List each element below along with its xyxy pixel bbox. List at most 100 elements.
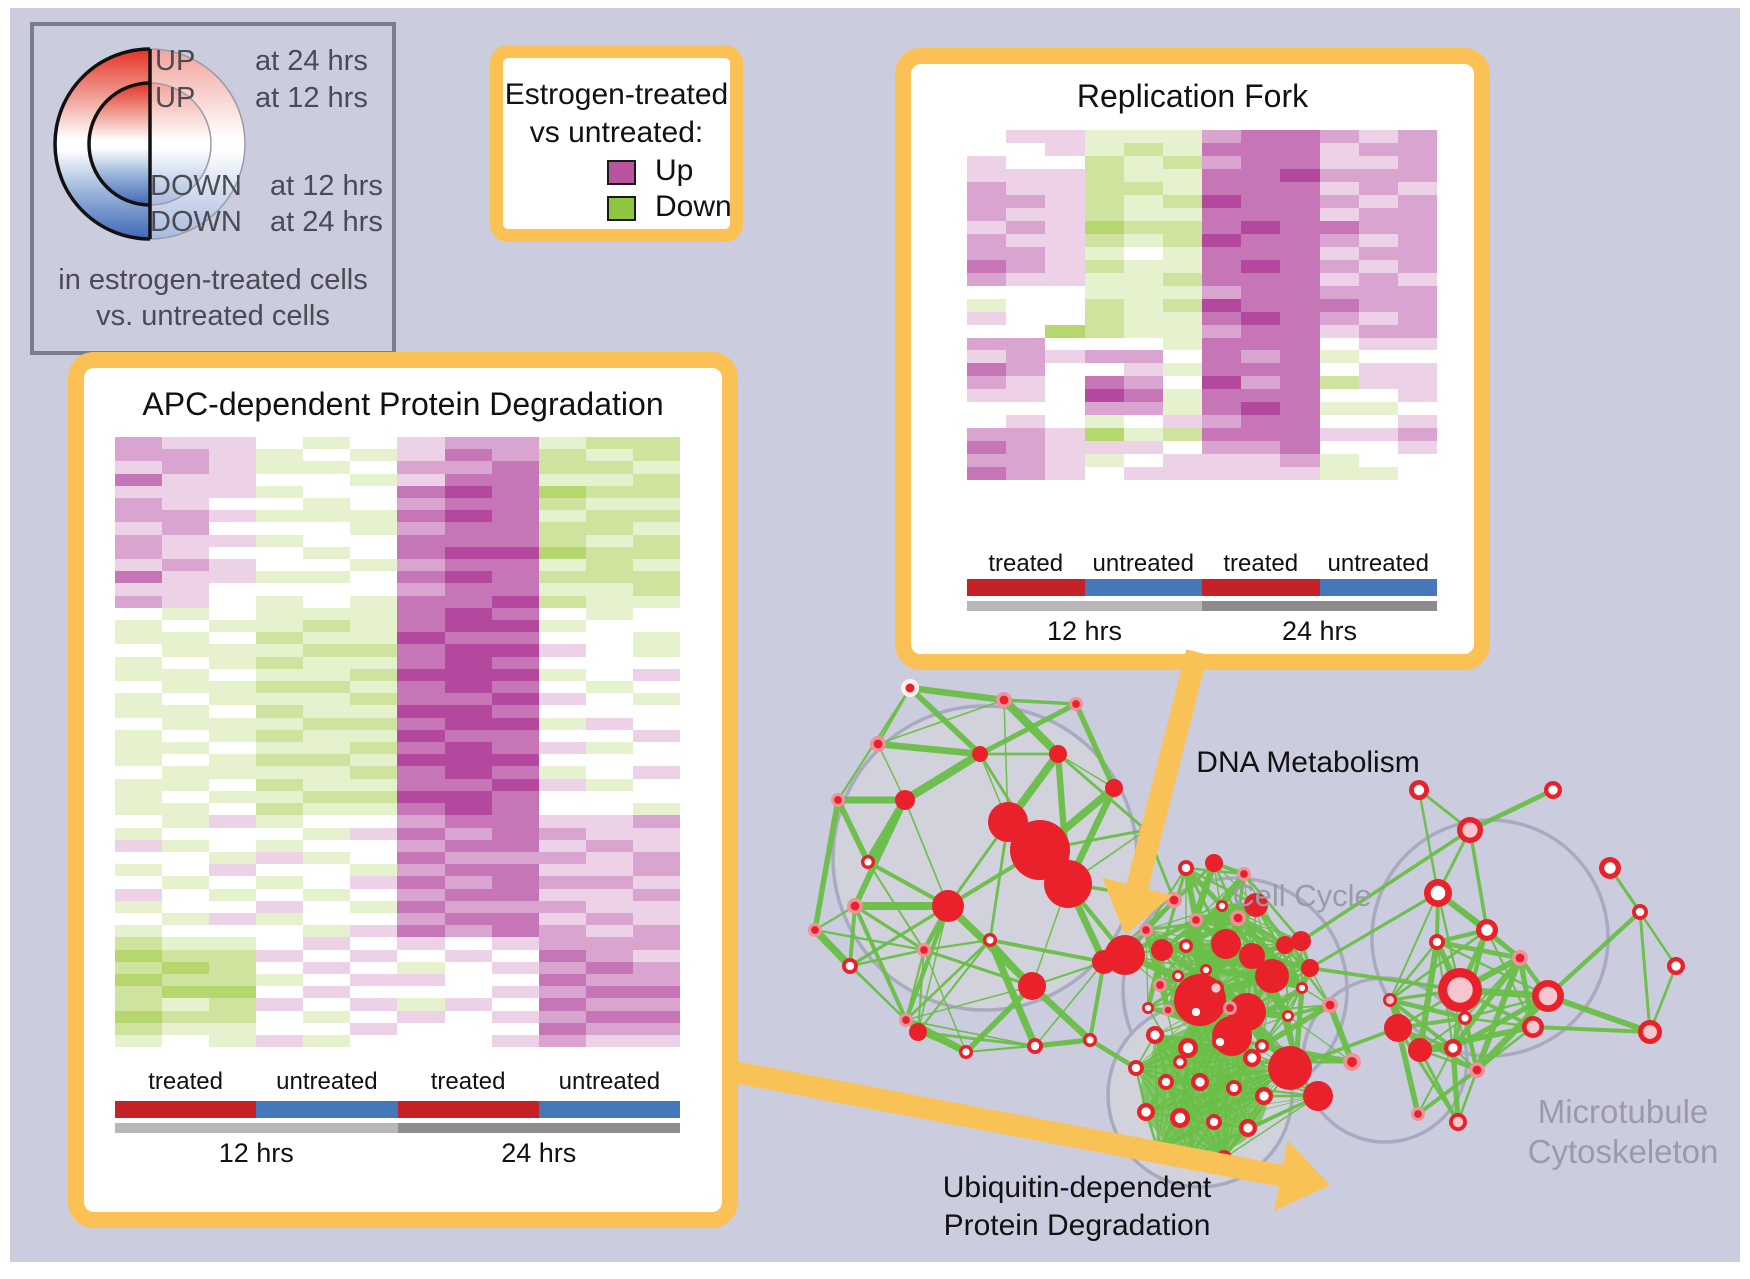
heatmap-row [115,559,680,572]
heatmap-row [115,851,680,865]
bar-24hrs [1202,601,1437,611]
group-label-treated: treated [148,1068,223,1095]
down-word: DOWN [150,170,242,202]
heatmap-row [967,376,1438,390]
heatmap-row [967,142,1438,156]
label-24hrs: 24 hrs [501,1138,577,1168]
untreated-bar [1084,579,1202,596]
heatmap-row [115,900,680,913]
bar-12hrs [115,1123,398,1133]
heatmap-row [967,272,1438,286]
rf-condition-color-bar [967,579,1437,596]
group-label-treated: treated [430,1068,506,1095]
time-12: at 12 hrs [270,170,383,202]
heatmap-row [115,485,680,499]
heatmap-row [115,1034,680,1048]
group-label-treated: treated [988,550,1064,577]
heatmap-row [115,839,680,852]
heatmap-row [115,473,680,486]
heatmap-row [115,461,680,474]
heatmap-row [115,717,680,730]
replication-fork-title: Replication Fork [1076,78,1309,114]
replication-fork-heatmap [967,130,1438,481]
time-24: at 24 hrs [270,206,383,238]
treated-bar [397,1101,539,1118]
heatmap-row [115,790,680,804]
heatmap-row [115,998,680,1011]
heatmap-row [967,441,1438,455]
heatmap-row [967,311,1438,325]
heatmap-row [967,233,1438,247]
apc-degradation-panel: APC-dependent Protein Degradation treate… [68,352,738,1228]
group-label-untreated: untreated [558,1068,661,1095]
rf-time-color-bar [967,601,1437,611]
time-24: at 24 hrs [255,45,368,77]
up-color-swatch [607,160,636,185]
heatmap-row [115,729,680,743]
bar-12hrs [967,601,1202,611]
time-12: at 12 hrs [255,82,368,114]
heatmap-row [115,571,680,584]
dna-metabolism-label: DNA Metabolism [1196,746,1420,779]
heatmap-row [115,986,680,999]
heatmap-row [115,1010,680,1023]
untreated-bar [538,1101,680,1118]
heatmap-row [967,207,1438,221]
heatmap-row [115,803,680,816]
group-label-untreated: untreated [1327,550,1429,577]
heatmap-row [115,681,680,694]
heatmap-row [115,876,680,889]
rf-time-labels: 12 hrs 24 hrs [967,616,1437,647]
apc-heatmap [115,437,680,1048]
legend-caption-1: in estrogen-treated cells [58,264,368,296]
legend-line-up12: UP at 12 hrs [155,82,368,115]
legend-line-down24: DOWN at 24 hrs [150,206,383,239]
heatmap-row [967,324,1438,338]
heatmap-row [115,778,680,791]
heatmap-row [115,668,680,682]
heatmap-row [115,937,680,950]
heatmap-row [115,607,680,621]
ubiquitin-label-line1: Ubiquitin-dependent [942,1171,1212,1204]
heatmap-row [115,620,680,633]
heatmap-row [967,402,1438,416]
group-label-treated: treated [1223,550,1299,577]
heatmap-row [967,285,1438,299]
heatmap-row [115,705,680,718]
heatmap-row [115,949,680,962]
heatmap-row [115,925,680,938]
apc-panel-title: APC-dependent Protein Degradation [142,386,664,422]
ubiquitin-label-line2: Protein Degradation [943,1209,1211,1242]
label-12hrs: 12 hrs [218,1138,294,1168]
heatmap-row [115,583,680,596]
heatmap-row [115,766,680,779]
heatmap-row [967,298,1438,312]
heatmap-row [967,220,1438,234]
treated-bar [1202,579,1320,596]
label-24hrs: 24 hrs [1281,616,1358,646]
heatmap-row [115,888,680,901]
heatmap-row [115,961,680,974]
heatmap-row [115,827,680,840]
heatmap-row [115,864,680,877]
heatmap-row [967,259,1438,273]
heatmap-row [115,693,680,706]
apc-time-labels: 12 hrs 24 hrs [115,1138,680,1169]
treated-bar [967,579,1085,596]
heatmap-row [967,350,1438,364]
apc-group-labels: treated untreated treated untreated [115,1068,680,1096]
label-12hrs: 12 hrs [1046,616,1123,646]
microtubule-label-line2: Cytoskeleton [1527,1133,1719,1170]
updown-legend-box: UP at 24 hrs UP at 12 hrs DOWN at 12 hrs… [30,22,396,355]
heatmap-row [967,337,1438,351]
heatmap-row [115,449,680,462]
heatmap-row [967,389,1438,403]
heatmap-row [115,510,680,523]
group-label-untreated: untreated [1092,550,1194,577]
heatmap-row [115,1022,680,1035]
updown-circles-icon [53,47,246,241]
legend-line-down12: DOWN at 12 hrs [150,170,383,203]
legend-caption-2: vs. untreated cells [96,300,330,332]
heatmap-row [967,168,1438,182]
heatmap-row [115,656,680,669]
